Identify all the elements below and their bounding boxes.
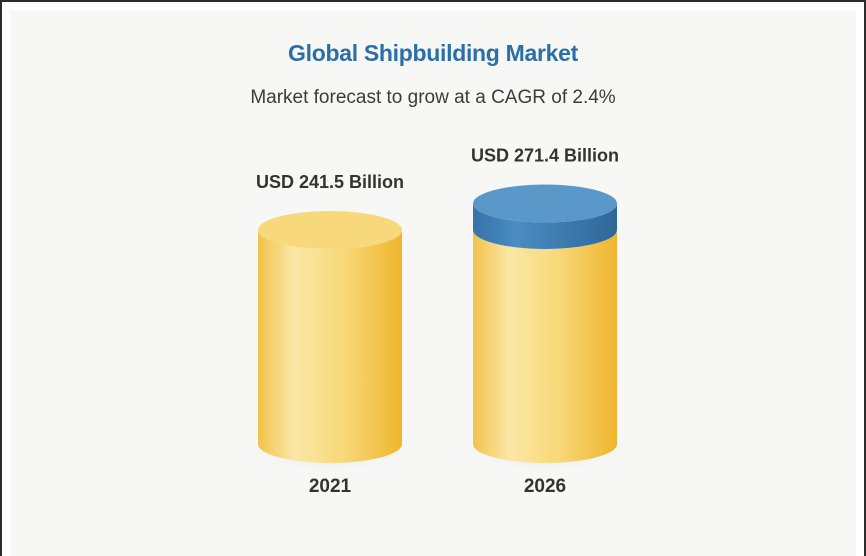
category-label-2026: 2026 [524,476,566,497]
chart-subtitle: Market forecast to grow at a CAGR of 2.4… [250,87,616,108]
bar-body-2021 [258,230,402,463]
chart-background [10,10,856,556]
bar-growth-segment-2026 [473,203,617,249]
chart-title: Global Shipbuilding Market [288,40,578,66]
bar-top-2021 [258,211,402,249]
value-label-2021: USD 241.5 Billion [256,172,404,192]
value-label-2026: USD 271.4 Billion [471,146,619,166]
bar-top-2026 [473,184,617,223]
bar-body-2026 [473,230,617,463]
category-label-2021: 2021 [309,476,352,497]
bars-group: USD 241.5 Billion 2021 USD 271.4 Billion 20… [236,146,639,497]
